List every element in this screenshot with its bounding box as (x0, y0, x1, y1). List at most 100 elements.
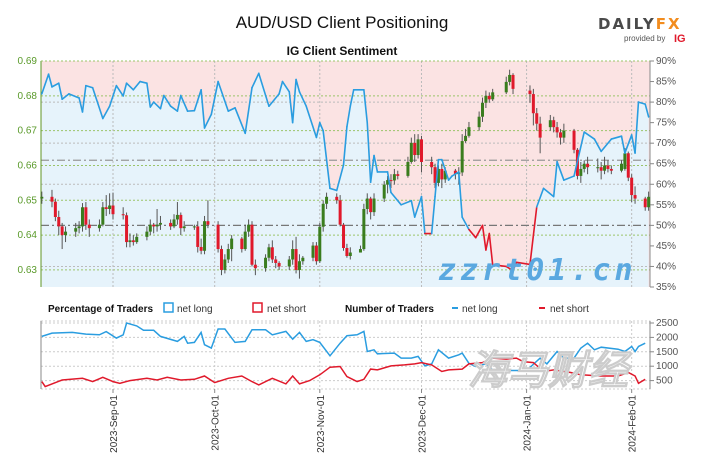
candle-body (50, 196, 54, 202)
candle-body (216, 224, 220, 250)
candle-body (633, 195, 637, 199)
watermark: 海马财经 zzrt01.cn (438, 253, 633, 395)
candle-body (277, 262, 281, 267)
candle-body (60, 226, 64, 236)
sentiment-line-segment (217, 80, 230, 112)
logo-main: DAILY (598, 15, 656, 33)
sentiment-line-segment (85, 84, 94, 89)
candle-body (481, 102, 485, 117)
traders-tick-label: 1500 (656, 347, 679, 358)
candle-body (87, 224, 91, 229)
candle-body (274, 259, 278, 263)
sentiment-line-segment (295, 78, 301, 93)
candle-body (158, 222, 162, 225)
sentiment-line-segment (108, 84, 118, 107)
sentiment-line-segment (281, 80, 291, 93)
candle-body (362, 208, 366, 250)
legend: Percentage of Traders net long net short… (48, 302, 589, 315)
sentiment-line-segment (420, 195, 426, 235)
sentiment-line-segment (505, 265, 514, 272)
sentiment-line-segment (400, 199, 413, 206)
candle-body (84, 207, 88, 225)
sentiment-line-segment (298, 91, 308, 107)
candle-body (297, 261, 301, 270)
candle-body (389, 180, 393, 182)
sentiment-line-segment (390, 191, 402, 206)
sentiment-line-segment (593, 138, 602, 153)
sentiment-line-segment (210, 80, 219, 116)
candle-body (603, 165, 607, 171)
candle-body (40, 196, 44, 199)
candle-body (223, 259, 227, 270)
candle-body (453, 170, 457, 175)
dailyfx-logo: DAILYFX provided by IG (598, 15, 686, 45)
sentiment-line-segment (369, 154, 375, 184)
candle-body (484, 95, 488, 103)
candle-body (596, 167, 600, 169)
sentiment-line-segment (634, 101, 640, 154)
sentiment-line-segment (257, 72, 270, 107)
main-plot: 0.69 0.68 0.67 0.66 0.65 0.64 0.63 90% 85% 80% 75%… (18, 56, 677, 293)
candle-body (579, 168, 583, 176)
sentiment-line-segment (637, 101, 647, 105)
candle-body (338, 200, 342, 225)
candle-body (64, 231, 68, 236)
sentiment-line-segment (434, 158, 440, 198)
sentiment-line-segment (529, 206, 538, 266)
sentiment-line-segment (132, 80, 141, 91)
x-tick-label: 2023-Nov-01 (316, 395, 327, 453)
candle-body (155, 224, 159, 227)
percent-tick-label: 85% (656, 77, 676, 88)
candle-body (626, 153, 630, 178)
sentiment-line-segment (346, 105, 352, 128)
legend-number-title: Number of Traders (345, 304, 434, 315)
candle-body (440, 168, 444, 180)
sentiment-line-segment (644, 103, 650, 118)
sentiment-line-segment (176, 94, 182, 112)
price-tick-label: 0.69 (18, 56, 38, 67)
candle-body (250, 224, 254, 265)
net-long-traders-line (41, 322, 646, 372)
candle-body (342, 224, 346, 248)
candle-body (101, 207, 105, 225)
sentiment-line-segment (481, 224, 487, 251)
candle-body (243, 231, 247, 250)
sentiment-line-segment (485, 232, 491, 251)
candle-body (264, 257, 268, 269)
sentiment-line-segment (47, 73, 53, 88)
candle-body (253, 264, 257, 269)
candle-body (606, 165, 610, 169)
candle-body (325, 196, 329, 204)
sentiment-line-segment (512, 261, 518, 272)
sentiment-line-segment (322, 130, 331, 190)
sentiment-line-segment (125, 82, 135, 91)
sentiment-line-segment (620, 135, 626, 154)
percent-tick-label: 60% (656, 179, 676, 190)
candle-body (555, 127, 559, 133)
candle-body (77, 226, 81, 229)
sentiment-line-segment (491, 264, 508, 268)
percent-tick-label: 50% (656, 220, 676, 231)
candle-body (531, 94, 535, 114)
candle-body (128, 240, 132, 243)
sentiment-line-segment (515, 261, 531, 266)
candle-body (528, 90, 532, 95)
sentiment-line-segment (457, 171, 463, 218)
candle-body (57, 217, 61, 227)
sentiment-line-segment (335, 164, 345, 192)
percent-tick-label: 70% (656, 138, 676, 149)
candle-body (365, 198, 369, 209)
sentiment-line-segment (552, 160, 558, 198)
logo-accent: FX (656, 15, 682, 33)
sentiment-line-segment (268, 93, 280, 107)
sentiment-line-segment (349, 88, 355, 107)
sentiment-line-segment (363, 88, 369, 124)
candle-body (311, 245, 315, 258)
candle-body (582, 163, 586, 169)
candle-body (491, 92, 495, 100)
sentiment-line-segment (78, 97, 84, 113)
sentiment-line-segment (305, 105, 318, 139)
sentiment-line-segment (413, 195, 423, 218)
x-tick-label: 2023-Oct-01 (211, 395, 222, 451)
